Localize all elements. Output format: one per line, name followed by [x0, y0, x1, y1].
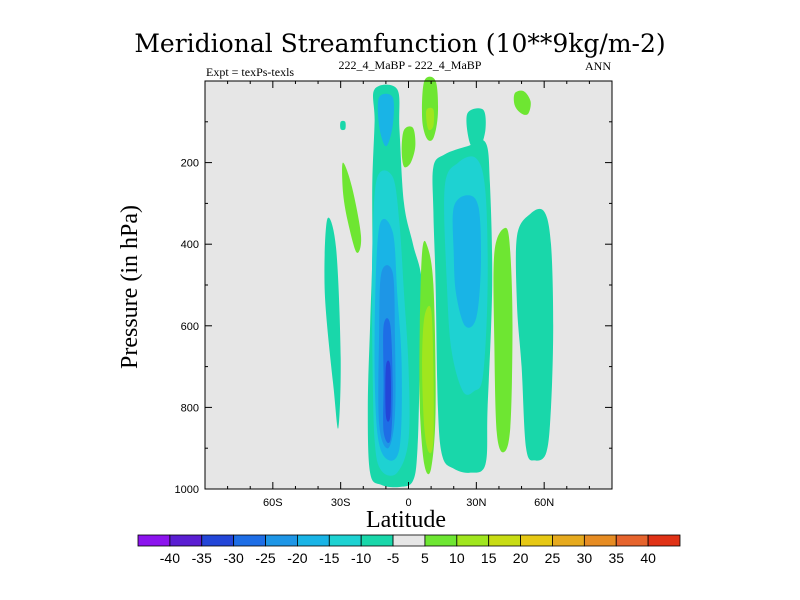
- contour-sh-subtropics-cell: [324, 217, 341, 429]
- contour-eq-positive-upper-10: [426, 107, 435, 131]
- contour-nh-tropics-upper: [466, 108, 486, 151]
- colorbar-label: 15: [481, 550, 497, 566]
- contour-nh-positive-band: [493, 227, 513, 453]
- colorbar-label: -15: [319, 550, 339, 566]
- colorbar-label: -40: [160, 550, 180, 566]
- colorbar-box: [360, 534, 394, 547]
- contour-sh-upper-dot: [340, 120, 346, 131]
- x-tick-label: 30N: [466, 497, 486, 509]
- y-tick-label: 400: [181, 239, 199, 251]
- y-tick-label: 1000: [175, 484, 199, 496]
- colorbar-box: [647, 534, 681, 547]
- colorbar-label: 30: [577, 550, 593, 566]
- colorbar-box: [552, 534, 585, 547]
- colorbar-label: -10: [351, 550, 371, 566]
- colorbar-box: [297, 534, 330, 547]
- colorbar-label: -25: [255, 550, 275, 566]
- colorbar-box: [583, 534, 617, 547]
- y-axis-label: Pressure (in hPa): [117, 205, 143, 369]
- colorbar-box: [265, 534, 298, 547]
- y-tick-label: 200: [181, 158, 199, 170]
- colorbar-box: [137, 534, 171, 547]
- contour-nh-tropics-core-15: [452, 195, 481, 328]
- colorbar-box: [615, 534, 649, 547]
- case-label: 222_4_MaBP - 222_4_MaBP: [339, 58, 482, 72]
- contour-nh-subtropics-cell: [515, 208, 554, 461]
- contour-sh-positive-band: [342, 162, 362, 253]
- colorbar-box: [169, 534, 203, 547]
- colorbar-box: [392, 534, 426, 547]
- chart-title: Meridional Streamfunction (10**9kg/m-2): [134, 29, 665, 58]
- colorbar-label: 20: [513, 550, 529, 566]
- colorbar-box: [456, 534, 490, 547]
- colorbar-label: 35: [608, 550, 624, 566]
- colorbar-label: 5: [421, 550, 429, 566]
- y-tick-label: 800: [181, 402, 199, 414]
- colorbar-label: 10: [449, 550, 465, 566]
- colorbar-box: [520, 534, 553, 547]
- x-axis-label: Latitude: [366, 507, 446, 533]
- y-tick-label: 600: [181, 321, 199, 333]
- contour-regions: [324, 76, 554, 488]
- colorbar-label: -5: [387, 550, 400, 566]
- colorbar-box: [488, 534, 521, 547]
- colorbar-box: [328, 534, 362, 547]
- colorbar-label: -35: [192, 550, 212, 566]
- contour-eq-positive-lower-10: [422, 305, 434, 454]
- x-tick-label: 30S: [331, 497, 351, 509]
- colorbar-box: [424, 534, 458, 547]
- colorbar-box: [233, 534, 266, 547]
- contour-sh-tropics-core-30: [385, 360, 391, 422]
- colorbar-label: -30: [224, 550, 244, 566]
- contour-eq-positive-dot: [401, 126, 416, 168]
- axis-ticks: 60S 30S 0 30N 60N 200 400 600 800 1000: [175, 81, 612, 509]
- experiment-label: Expt = texPs-texls: [206, 65, 294, 79]
- contour-nh-positive-dot: [513, 90, 531, 115]
- colorbar-label: 40: [640, 550, 656, 566]
- colorbar-box: [201, 534, 235, 547]
- season-label: ANN: [585, 59, 611, 73]
- x-tick-label: 0: [405, 497, 411, 509]
- colorbar-label: -20: [287, 550, 307, 566]
- colorbar-label: 25: [545, 550, 561, 566]
- x-tick-label: 60S: [263, 497, 283, 509]
- x-tick-label: 60N: [534, 497, 554, 509]
- contour-sh-tropics-upper-15: [377, 93, 394, 147]
- colorbar: -40 -35 -30 -25 -20 -15 -10 -5 5 10 15 20 25 30 35 40: [137, 534, 681, 566]
